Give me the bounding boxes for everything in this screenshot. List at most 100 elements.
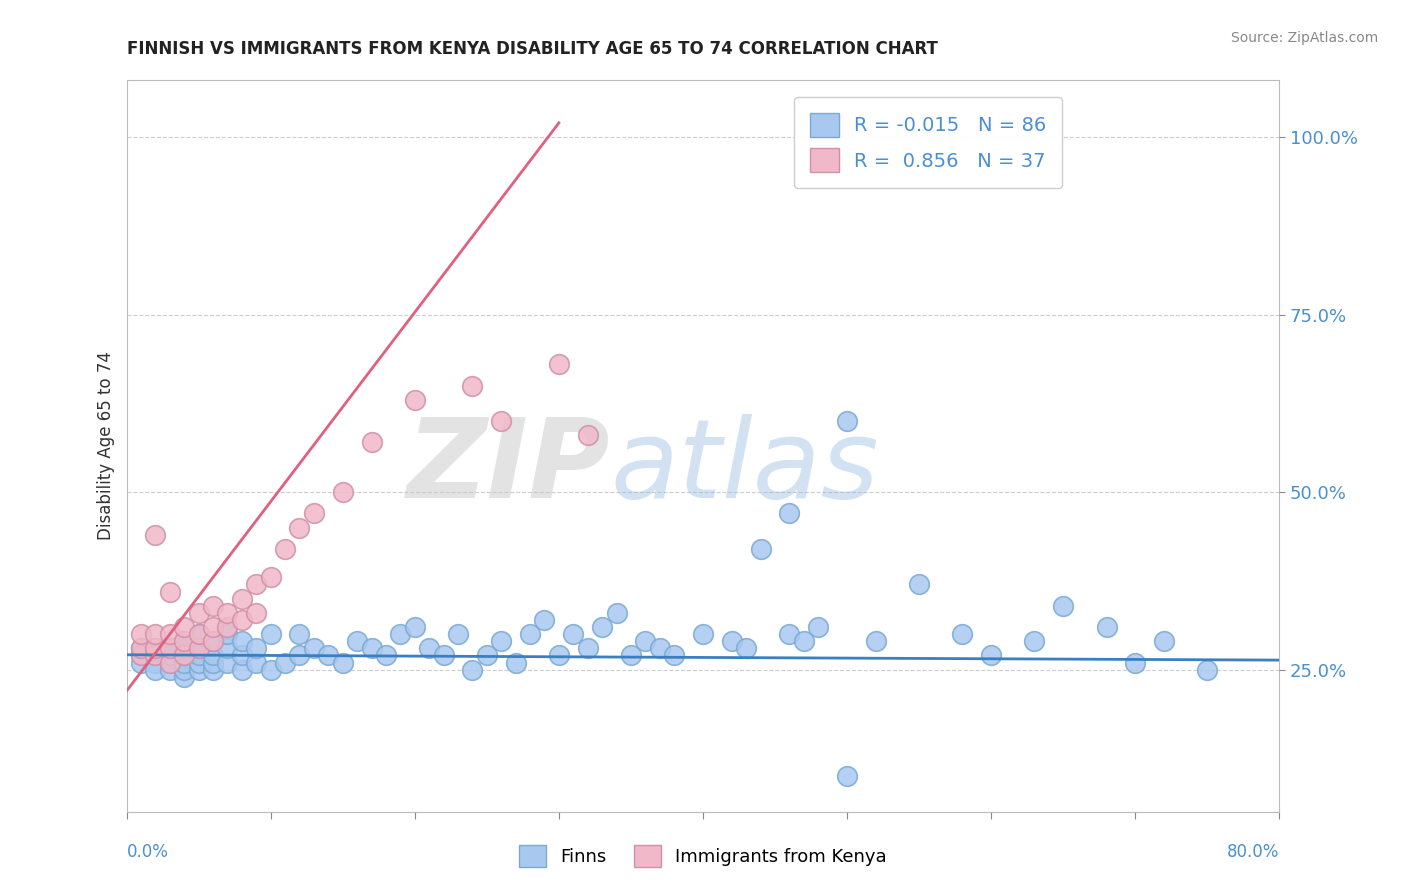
Point <box>259 663 281 677</box>
Point <box>145 648 166 663</box>
Point <box>1024 634 1046 648</box>
Point <box>1125 656 1147 670</box>
Point <box>202 634 225 648</box>
Point <box>129 641 152 656</box>
Point <box>129 641 152 656</box>
Point <box>980 648 1002 663</box>
Point <box>749 541 772 556</box>
Point <box>145 648 166 663</box>
Point <box>735 641 758 656</box>
Point <box>173 648 195 663</box>
Point <box>173 648 195 663</box>
Point <box>648 641 671 656</box>
Point <box>159 641 181 656</box>
Point <box>173 634 195 648</box>
Point <box>159 627 181 641</box>
Point <box>1052 599 1074 613</box>
Point <box>173 663 195 677</box>
Point <box>374 648 398 663</box>
Point <box>145 627 166 641</box>
Point <box>835 769 858 783</box>
Point <box>231 663 253 677</box>
Point <box>835 414 858 428</box>
Point <box>288 648 311 663</box>
Point <box>360 435 382 450</box>
Point <box>145 528 166 542</box>
Point <box>576 428 599 442</box>
Point <box>346 634 368 648</box>
Point <box>274 541 297 556</box>
Point <box>505 656 527 670</box>
Point <box>491 634 513 648</box>
Point <box>145 641 166 656</box>
Point <box>461 378 484 392</box>
Point <box>274 656 297 670</box>
Point <box>302 641 325 656</box>
Point <box>1095 620 1118 634</box>
Point <box>360 641 382 656</box>
Point <box>779 627 801 641</box>
Point <box>591 620 613 634</box>
Point <box>288 521 311 535</box>
Text: FINNISH VS IMMIGRANTS FROM KENYA DISABILITY AGE 65 TO 74 CORRELATION CHART: FINNISH VS IMMIGRANTS FROM KENYA DISABIL… <box>127 40 938 58</box>
Point <box>217 656 239 670</box>
Point <box>245 606 267 620</box>
Point <box>259 627 281 641</box>
Point <box>159 648 181 663</box>
Point <box>807 620 830 634</box>
Point <box>173 641 195 656</box>
Text: 0.0%: 0.0% <box>127 843 169 861</box>
Y-axis label: Disability Age 65 to 74: Disability Age 65 to 74 <box>97 351 115 541</box>
Point <box>159 656 181 670</box>
Point <box>908 577 931 591</box>
Point <box>461 663 484 677</box>
Point <box>231 634 253 648</box>
Point <box>187 641 209 656</box>
Point <box>779 507 801 521</box>
Point <box>202 634 225 648</box>
Point <box>129 648 152 663</box>
Point <box>217 627 239 641</box>
Point <box>187 656 209 670</box>
Point <box>231 613 253 627</box>
Point <box>664 648 686 663</box>
Point <box>159 648 181 663</box>
Point <box>259 570 281 584</box>
Point <box>173 670 195 684</box>
Point <box>245 641 267 656</box>
Point <box>865 634 887 648</box>
Text: Source: ZipAtlas.com: Source: ZipAtlas.com <box>1230 31 1378 45</box>
Point <box>548 648 571 663</box>
Point <box>475 648 498 663</box>
Point <box>187 648 209 663</box>
Point <box>950 627 973 641</box>
Point <box>129 648 152 663</box>
Point <box>245 656 267 670</box>
Point <box>129 627 152 641</box>
Point <box>793 634 815 648</box>
Text: ZIP: ZIP <box>408 415 610 522</box>
Point <box>145 641 166 656</box>
Point <box>447 627 470 641</box>
Point <box>245 577 267 591</box>
Point <box>217 620 239 634</box>
Point <box>187 627 209 641</box>
Point <box>145 656 166 670</box>
Point <box>202 656 225 670</box>
Point <box>389 627 412 641</box>
Point <box>231 648 253 663</box>
Point <box>302 507 325 521</box>
Text: 80.0%: 80.0% <box>1227 843 1279 861</box>
Point <box>217 641 239 656</box>
Point <box>145 663 166 677</box>
Point <box>692 627 714 641</box>
Point <box>231 591 253 606</box>
Point <box>187 606 209 620</box>
Point <box>217 606 239 620</box>
Point <box>318 648 340 663</box>
Point <box>187 641 209 656</box>
Point <box>202 599 225 613</box>
Point <box>606 606 628 620</box>
Point <box>720 634 742 648</box>
Point <box>129 656 152 670</box>
